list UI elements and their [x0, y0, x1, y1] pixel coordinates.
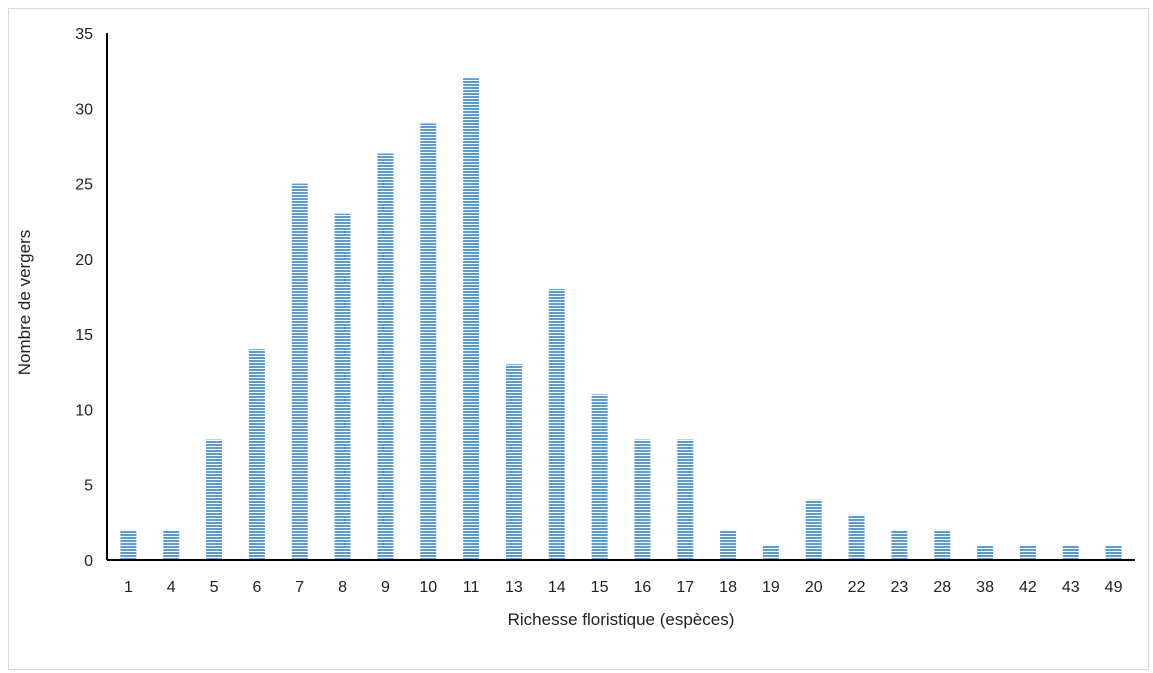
- y-tick-label: 30: [75, 101, 93, 118]
- bar-8: [334, 213, 351, 560]
- x-axis-title: Richesse floristique (espèces): [508, 610, 735, 629]
- bar-14: [548, 288, 565, 560]
- bar-17: [677, 439, 694, 560]
- bar-42: [1019, 544, 1036, 560]
- x-tick-label: 7: [295, 579, 304, 596]
- bar-28: [934, 529, 951, 560]
- x-tick-label: 6: [252, 579, 261, 596]
- x-tick-label: 18: [719, 579, 737, 596]
- bar-1: [120, 529, 137, 560]
- x-tick-labels: 1 4 5 6 7 8 9 10 11 13 14 15 16 17 18 19 20 22 23 28 38 42 43 4…: [124, 579, 1123, 596]
- bars-group: [120, 78, 1122, 561]
- y-tick-labels: 0 5 10 15 20 25 30 35: [75, 26, 93, 570]
- bar-7: [291, 183, 308, 561]
- y-tick-label: 25: [75, 177, 93, 194]
- bar-22: [848, 514, 865, 560]
- bar-38: [977, 544, 994, 560]
- x-tick-label: 38: [976, 579, 994, 596]
- bar-15: [591, 394, 608, 560]
- x-tick-label: 1: [124, 579, 133, 596]
- x-tick-label: 43: [1062, 579, 1080, 596]
- x-tick-label: 10: [419, 579, 437, 596]
- bar-11: [463, 78, 480, 561]
- bar-10: [420, 123, 437, 560]
- bar-19: [762, 544, 779, 560]
- x-tick-label: 22: [848, 579, 866, 596]
- bar-49: [1105, 544, 1122, 560]
- y-axis-title: Nombre de vergers: [15, 230, 34, 376]
- y-tick-label: 15: [75, 327, 93, 344]
- y-tick-label: 20: [75, 252, 93, 269]
- x-tick-label: 15: [591, 579, 609, 596]
- bar-5: [206, 439, 223, 560]
- bar-4: [163, 529, 180, 560]
- x-tick-label: 8: [338, 579, 347, 596]
- x-tick-label: 11: [463, 579, 480, 596]
- bar-13: [505, 364, 522, 560]
- y-tick-label: 10: [75, 402, 93, 419]
- bar-43: [1062, 544, 1079, 560]
- bar-9: [377, 153, 394, 560]
- x-tick-label: 17: [676, 579, 694, 596]
- bar-6: [248, 349, 265, 560]
- x-tick-label: 49: [1105, 579, 1123, 596]
- x-tick-label: 5: [210, 579, 219, 596]
- x-tick-label: 23: [891, 579, 909, 596]
- x-tick-label: 42: [1019, 579, 1037, 596]
- x-tick-label: 9: [381, 579, 390, 596]
- x-tick-label: 4: [167, 579, 176, 596]
- y-tick-label: 0: [84, 553, 93, 570]
- bar-20: [805, 499, 822, 560]
- x-tick-label: 16: [634, 579, 652, 596]
- y-tick-label: 35: [75, 26, 93, 43]
- bar-23: [891, 529, 908, 560]
- x-tick-label: 19: [762, 579, 780, 596]
- x-tick-label: 28: [933, 579, 951, 596]
- y-tick-label: 5: [84, 478, 93, 495]
- x-tick-label: 14: [548, 579, 566, 596]
- x-tick-label: 20: [805, 579, 823, 596]
- x-tick-label: 13: [505, 579, 523, 596]
- bar-18: [720, 529, 737, 560]
- bar-16: [634, 439, 651, 560]
